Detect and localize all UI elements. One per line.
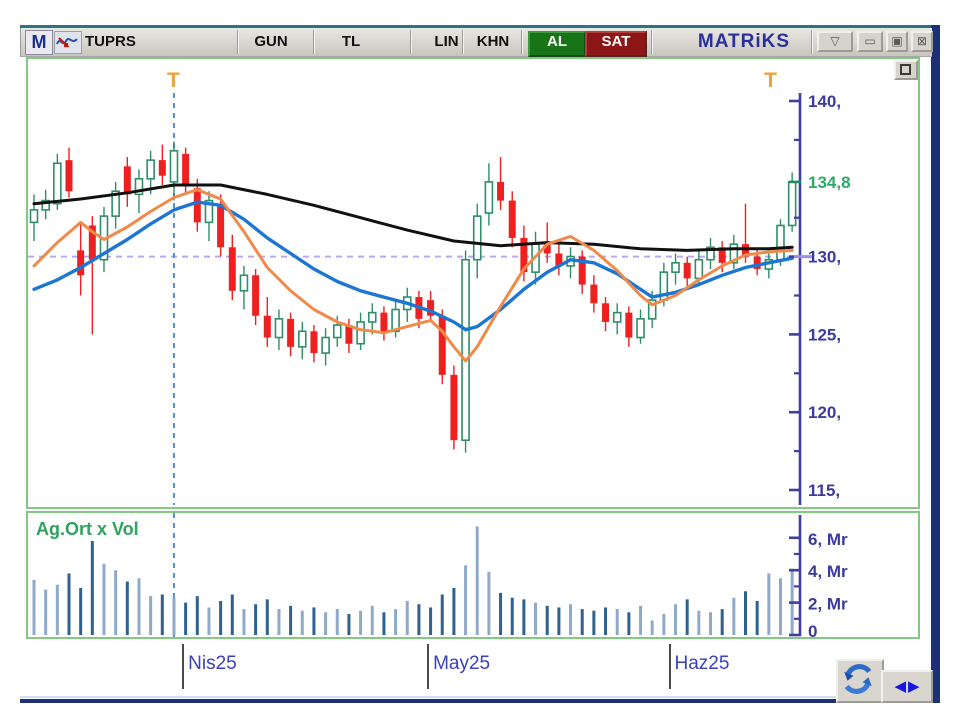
fast-ma-line	[32, 188, 794, 363]
dropdown-arrow-button[interactable]: ▽	[817, 31, 853, 52]
indicator-label: Ag.Ort x Vol	[36, 519, 139, 539]
close-button[interactable]: ⊠	[911, 31, 933, 52]
date-axis: Nis25 May25 Haz25	[26, 641, 920, 697]
sync-arrows-icon	[844, 664, 872, 694]
matriks-chart-icon	[54, 31, 82, 54]
scroll-left-button[interactable]: ◀	[894, 678, 906, 695]
volume-axis-label: 4, Mr	[808, 562, 848, 581]
separator	[313, 30, 314, 54]
event-marker-T: T	[764, 69, 777, 92]
separator	[462, 30, 463, 54]
price-chart-pane[interactable]: 140, 134,8 130, 125, 120, 115, T T	[26, 57, 920, 509]
date-label: Haz25	[674, 653, 730, 674]
sell-button[interactable]: SAT	[585, 31, 647, 57]
volume-axis-label: 2, Mr	[808, 595, 848, 614]
period-field[interactable]: GUN	[254, 33, 288, 50]
volume-axis-label: 0	[808, 622, 817, 637]
volume-axis-label: 6, Mr	[808, 530, 848, 549]
window-bottom-edge	[20, 699, 940, 703]
separator	[651, 30, 652, 54]
window-top-edge	[20, 25, 931, 28]
volume-pane[interactable]: 6, Mr 4, Mr 2, Mr 0 Ag.Ort x Vol	[26, 511, 920, 639]
mid-ma-line	[32, 200, 794, 332]
price-axis-label: 115,	[808, 481, 840, 500]
price-axis-label: 134,8	[808, 173, 851, 192]
date-label: Nis25	[188, 653, 237, 674]
slow-ma-line	[32, 183, 794, 252]
symbol-label[interactable]: TUPRS	[85, 33, 136, 50]
khn-field[interactable]: KHN	[476, 33, 510, 50]
price-axis-label: 130,	[808, 248, 841, 267]
window-right-edge	[931, 25, 940, 702]
price-axis-label: 125,	[808, 325, 841, 344]
scroll-right-button[interactable]: ▶	[908, 678, 920, 695]
candles-layer	[29, 141, 797, 453]
separator	[811, 30, 812, 54]
date-label: May25	[433, 653, 491, 674]
event-marker-T: T	[167, 69, 180, 92]
minimize-button[interactable]: ▭	[857, 31, 883, 52]
scale-field[interactable]: LIN	[434, 33, 459, 50]
date-tick	[427, 644, 430, 689]
date-tick	[182, 644, 185, 689]
date-tick	[668, 644, 671, 689]
separator	[237, 30, 238, 54]
buy-button[interactable]: AL	[528, 31, 586, 57]
brand-logo: MATRiKS	[697, 31, 791, 52]
candlestick-chart: 140, 134,8 130, 125, 120, 115, T T	[28, 69, 851, 505]
maximize-button[interactable]: ▣	[886, 31, 908, 52]
price-axis-label: 140,	[808, 92, 841, 111]
separator	[410, 30, 411, 54]
scroll-buttons: ◀ ▶	[881, 670, 933, 703]
pane-resize-button[interactable]	[894, 60, 918, 80]
price-axis-label: 120,	[808, 403, 841, 422]
menu-button[interactable]: M	[25, 30, 53, 55]
titlebar: M TUPRS GUN TL LIN KHN AL SAT MATRiKS ▽ …	[20, 28, 933, 57]
currency-field[interactable]: TL	[341, 33, 361, 50]
refresh-button[interactable]	[836, 659, 884, 703]
volume-chart: 6, Mr 4, Mr 2, Mr 0	[32, 513, 848, 637]
volume-bars-layer	[32, 526, 794, 635]
separator	[521, 30, 522, 54]
bottom-divider	[20, 696, 931, 698]
